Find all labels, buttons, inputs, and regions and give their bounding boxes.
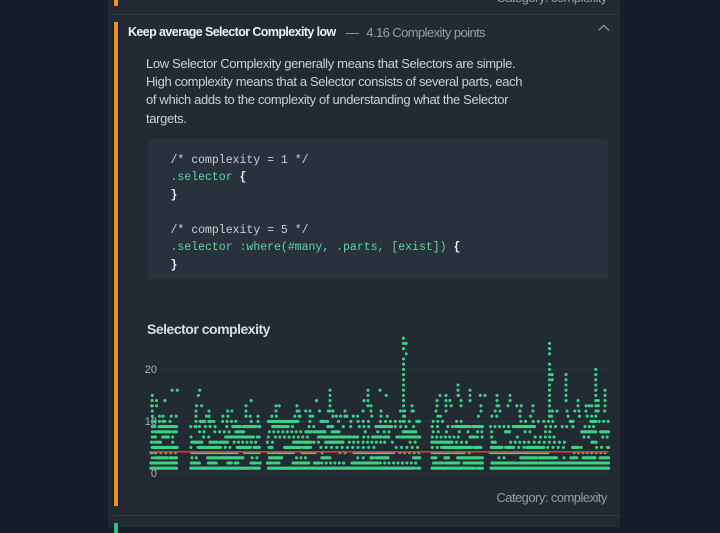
svg-text:20: 20 [145,364,157,376]
svg-text:0: 0 [151,468,157,480]
svg-text:10: 10 [145,416,157,428]
